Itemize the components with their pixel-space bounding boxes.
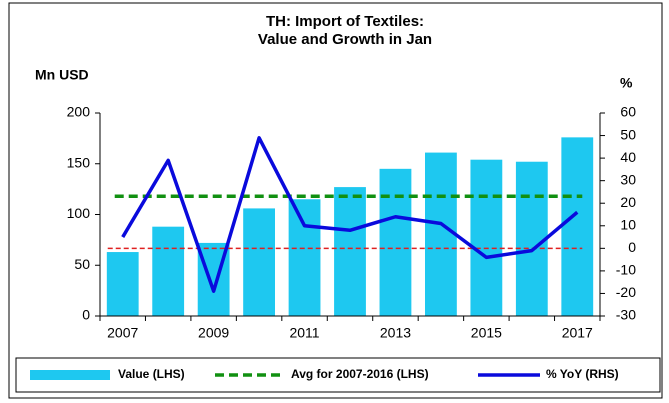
y2-tick-label: -30 — [616, 307, 636, 323]
legend-swatch — [30, 370, 110, 380]
bar — [470, 159, 503, 316]
yoy-line — [121, 136, 579, 293]
y-tick-label: 100 — [67, 205, 91, 221]
bar — [288, 199, 321, 316]
legend-box — [15, 357, 661, 393]
x-tick-label: 2013 — [380, 325, 411, 341]
bar — [425, 152, 457, 316]
x-tick-label: 2007 — [107, 325, 138, 341]
x-tick-label: 2017 — [562, 325, 593, 341]
bar — [334, 187, 366, 316]
y2-tick-label: 60 — [620, 104, 636, 120]
legend-label: % YoY (RHS) — [546, 367, 619, 381]
x-tick-label: 2009 — [198, 325, 229, 341]
bar — [243, 208, 275, 316]
y-tick-label: 0 — [82, 307, 90, 323]
legend-label: Value (LHS) — [118, 367, 185, 381]
y2-tick-label: 40 — [620, 149, 636, 165]
y-axis-label: Mn USD — [35, 67, 89, 83]
y2-tick-label: 0 — [628, 239, 636, 255]
bar — [106, 252, 139, 316]
y-tick-label: 200 — [67, 104, 91, 120]
bar — [379, 168, 412, 316]
y2-tick-label: -20 — [616, 284, 636, 300]
y-tick-label: 150 — [67, 154, 91, 170]
bar — [561, 137, 594, 316]
bar — [515, 161, 548, 316]
y2-tick-label: 20 — [620, 194, 636, 210]
y-tick-label: 50 — [74, 256, 90, 272]
chart-title: TH: Import of Textiles: — [266, 13, 424, 30]
bar — [152, 226, 185, 316]
y2-axis-label: % — [620, 75, 633, 91]
x-tick-label: 2015 — [471, 325, 502, 341]
x-tick-label: 2011 — [289, 325, 319, 341]
y2-tick-label: 50 — [620, 126, 636, 142]
legend-label: Avg for 2007-2016 (LHS) — [291, 367, 429, 381]
y2-tick-label: -10 — [616, 262, 636, 278]
chart-frame — [8, 2, 663, 399]
chart-title: Value and Growth in Jan — [258, 31, 432, 48]
y2-tick-label: 10 — [620, 216, 636, 232]
y2-tick-label: 30 — [620, 171, 636, 187]
